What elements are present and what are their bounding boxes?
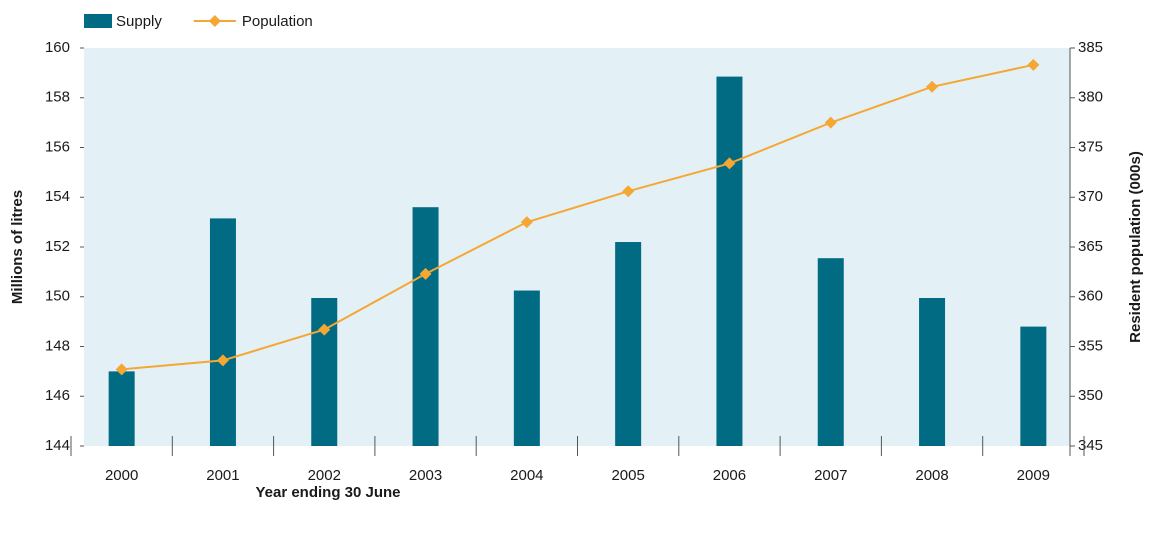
y-tick-label: 146	[45, 387, 70, 404]
marker	[419, 267, 432, 280]
y2-tick-label: 365	[1078, 238, 1103, 255]
x-tick-label: 2000	[105, 467, 138, 484]
y-tick-label: 160	[45, 39, 70, 56]
bar	[209, 218, 236, 446]
bar	[615, 242, 642, 446]
line	[121, 63, 1034, 371]
marker	[926, 80, 939, 93]
x-tick-label: 2009	[1017, 467, 1050, 484]
marker	[622, 185, 635, 198]
x-axis-title: Year ending 30 June	[255, 484, 400, 501]
y-tick-label: 148	[45, 337, 70, 354]
y-tick-label: 150	[45, 288, 70, 305]
y2-tick-label: 375	[1078, 138, 1103, 155]
plot-background	[84, 48, 1070, 446]
x-tick-label: 2002	[308, 467, 341, 484]
y2-tick-label: 360	[1078, 288, 1103, 305]
bar	[1020, 326, 1047, 446]
marker	[115, 363, 128, 376]
y2-tick-label: 350	[1078, 387, 1103, 404]
bar	[817, 258, 844, 446]
y2-tick-label: 370	[1078, 188, 1103, 205]
x-tick-label: 2008	[915, 467, 948, 484]
x-tick-label: 2005	[611, 467, 644, 484]
bar	[108, 371, 135, 446]
x-tick-label: 2006	[713, 467, 746, 484]
y2-axis-title: Resident population (000s)	[1127, 151, 1144, 343]
marker	[1027, 58, 1040, 71]
marker	[216, 354, 229, 367]
y-tick-label: 156	[45, 138, 70, 155]
y-tick-label: 144	[45, 437, 70, 454]
x-tick-label: 2003	[409, 467, 442, 484]
bar	[919, 297, 946, 446]
bar	[412, 207, 439, 446]
y-tick-label: 152	[45, 238, 70, 255]
y2-tick-label: 355	[1078, 337, 1103, 354]
marker	[318, 323, 331, 336]
x-tick-label: 2007	[814, 467, 847, 484]
marker	[824, 116, 837, 129]
y-tick-label: 154	[45, 188, 70, 205]
x-tick-label: 2001	[206, 467, 239, 484]
y2-tick-label: 385	[1078, 39, 1103, 56]
legend-label: Supply	[116, 13, 162, 30]
legend-swatch	[84, 14, 112, 28]
marker	[723, 157, 736, 170]
bar	[513, 290, 540, 446]
bar	[716, 76, 743, 446]
y-tick-label: 158	[45, 89, 70, 106]
bar	[311, 297, 338, 446]
legend-label: Population	[242, 13, 313, 30]
y-axis-title: Millions of litres	[9, 190, 26, 304]
x-tick-label: 2004	[510, 467, 543, 484]
legend-marker	[208, 15, 221, 27]
y2-tick-label: 380	[1078, 89, 1103, 106]
marker	[520, 216, 533, 229]
y2-tick-label: 345	[1078, 437, 1103, 454]
